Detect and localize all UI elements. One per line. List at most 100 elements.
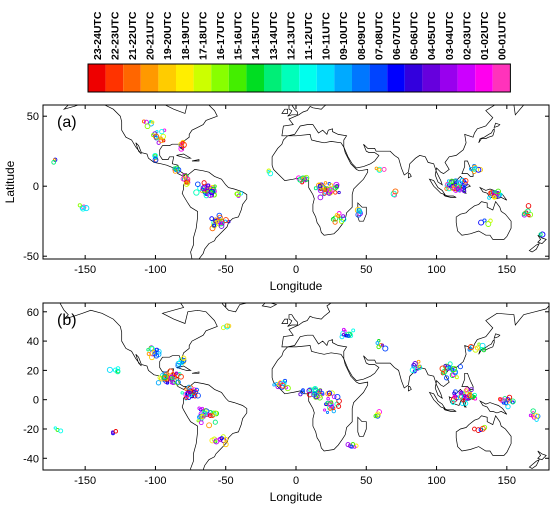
legend-label: 22-23UTC (109, 11, 121, 60)
legend-swatch (176, 64, 194, 92)
data-point (498, 397, 502, 402)
data-point (525, 203, 532, 209)
data-point (356, 207, 362, 214)
data-point (450, 400, 456, 405)
panel-label: (a) (57, 114, 77, 131)
coastline (59, 303, 218, 390)
data-point (467, 344, 475, 351)
y-tick-label: 0 (33, 181, 39, 193)
data-point (351, 328, 356, 333)
data-point (469, 166, 473, 171)
data-point (165, 381, 170, 385)
data-point (77, 203, 82, 208)
data-point (457, 180, 463, 186)
data-point (346, 334, 351, 338)
data-point (439, 365, 446, 372)
data-point (334, 393, 341, 401)
legend-swatch (123, 64, 141, 92)
coastline (455, 415, 512, 456)
coastline (478, 338, 495, 355)
data-point (196, 419, 200, 423)
x-tick-label: 150 (498, 475, 516, 487)
data-point (300, 175, 306, 181)
legend-swatch (387, 64, 405, 92)
x-tick-label: 100 (427, 264, 445, 276)
data-point (375, 341, 380, 345)
data-point (206, 422, 213, 429)
data-point (181, 360, 185, 365)
data-point (152, 152, 158, 159)
data-point (450, 396, 458, 403)
legend-swatch (105, 64, 124, 92)
data-point (197, 406, 201, 410)
data-point (329, 400, 334, 404)
coastline (176, 365, 192, 371)
data-point (153, 353, 160, 359)
data-point (349, 444, 354, 449)
data-point (307, 387, 313, 392)
legend-swatch (334, 64, 352, 92)
legend-label: 06-07UTC (391, 11, 403, 60)
data-point (337, 190, 341, 195)
y-tick-label: 40 (27, 336, 39, 348)
coastline (461, 160, 474, 177)
data-point (113, 429, 119, 434)
data-point (412, 361, 418, 367)
data-point (179, 142, 184, 146)
data-point (317, 183, 322, 189)
data-point (459, 390, 464, 395)
data-point (528, 413, 533, 418)
y-tick-label: -50 (23, 251, 39, 263)
x-tick-label: 0 (293, 264, 299, 276)
data-point (175, 379, 181, 385)
y-tick-label: 60 (27, 307, 39, 319)
data-point (174, 371, 179, 375)
data-point (381, 166, 387, 172)
legend-label: 05-06UTC (409, 11, 421, 60)
coastline-map (62, 105, 547, 259)
data-point (211, 436, 218, 443)
data-point (327, 392, 331, 396)
y-tick-label: -20 (23, 424, 39, 436)
legend-labels: 23-24UTC 22-23UTC 21-22UTC 20-21UTC 19-20UTC… (92, 11, 509, 60)
data-point (332, 219, 338, 225)
data-point (175, 362, 182, 369)
coastline (357, 416, 367, 437)
legend-label: 16-17UTC (215, 11, 227, 60)
data-point (487, 195, 492, 200)
data-point (180, 391, 184, 395)
data-point (521, 211, 527, 216)
data-point (205, 186, 210, 191)
data-point (180, 140, 185, 145)
data-point (153, 133, 160, 140)
coastline (478, 127, 495, 143)
legend-swatch (264, 64, 282, 92)
legend: 23-24UTC 22-23UTC 21-22UTC 20-21UTC 19-20UTC… (87, 11, 511, 93)
data-point (409, 367, 416, 373)
data-point (467, 391, 473, 396)
data-point (373, 414, 378, 419)
coastline (261, 303, 278, 308)
data-point (187, 390, 192, 395)
data-point (375, 413, 380, 418)
legend-swatch (369, 64, 388, 92)
data-point (328, 402, 334, 408)
data-point (447, 365, 452, 370)
data-point (499, 192, 503, 196)
data-point (492, 195, 497, 199)
data-point (235, 191, 241, 198)
data-point (115, 366, 121, 371)
x-tick-label: -150 (74, 264, 96, 276)
data-point (141, 119, 146, 124)
legend-swatch (140, 64, 159, 92)
data-point (160, 133, 166, 140)
data-point (452, 394, 457, 399)
legend-swatch (492, 64, 511, 92)
data-point (222, 441, 229, 448)
coastline (462, 397, 471, 408)
data-point (374, 166, 379, 171)
data-point (306, 388, 312, 394)
data-point (319, 184, 325, 190)
data-point (144, 123, 151, 130)
data-point (51, 159, 57, 165)
